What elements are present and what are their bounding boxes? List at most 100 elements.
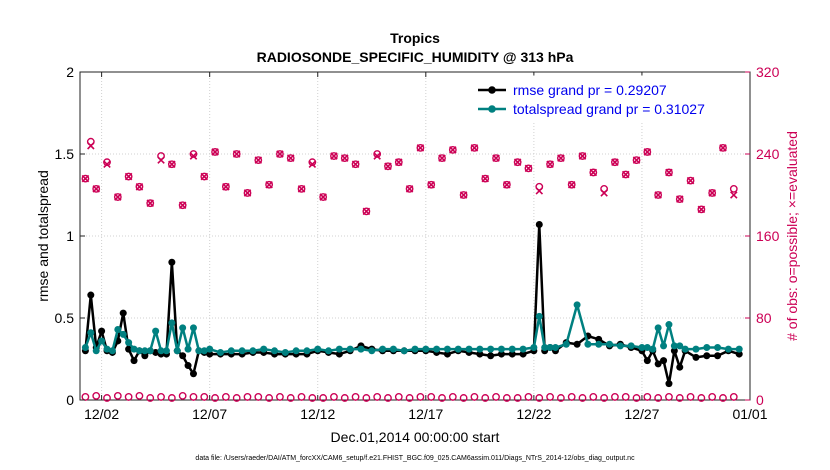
series-1-point xyxy=(670,342,678,350)
obs-evaluated-marker xyxy=(459,191,468,199)
series-1-point xyxy=(119,330,127,338)
series-0-point xyxy=(535,221,543,229)
obs-possible-marker xyxy=(567,393,576,401)
series-1-point xyxy=(87,329,95,337)
obs-evaluated-marker xyxy=(243,189,252,197)
obs-possible-marker xyxy=(243,393,252,401)
y-axis-label-left: rmse and totalspread xyxy=(35,170,51,302)
series-1-point xyxy=(216,348,224,356)
obs-possible-marker xyxy=(556,394,565,402)
obs-evaluated-marker xyxy=(146,199,155,207)
obs-possible-marker xyxy=(362,394,371,402)
obs-evaluated-marker xyxy=(87,142,95,150)
legend-spread-marker xyxy=(488,105,496,113)
obs-possible-marker xyxy=(578,152,587,160)
series-1-point xyxy=(206,345,214,353)
chart-subtitle: RADIOSONDE_SPECIFIC_HUMIDITY @ 313 hPa xyxy=(257,49,574,65)
legend-box xyxy=(469,75,743,123)
obs-possible-marker xyxy=(611,393,619,401)
series-1-point xyxy=(476,345,484,353)
y-axis-label-right: # of obs: o=possible; ×=evaluated xyxy=(784,131,800,341)
series-1-point xyxy=(487,345,495,353)
obs-possible-marker xyxy=(92,391,101,400)
obs-possible-marker xyxy=(124,172,133,181)
series-0-point xyxy=(714,352,722,360)
obs-possible-marker xyxy=(665,168,673,177)
obs-possible-marker xyxy=(686,176,695,185)
obs-evaluated-marker xyxy=(719,144,727,152)
obs-possible-marker xyxy=(535,394,544,402)
series-1-point xyxy=(541,344,549,352)
obs-possible-marker xyxy=(340,394,349,402)
series-1-point xyxy=(162,347,170,355)
obs-possible-marker xyxy=(675,394,684,402)
obs-possible-marker xyxy=(492,154,500,163)
series-1-point xyxy=(135,347,143,355)
series-1-point xyxy=(379,345,387,353)
y-tick-label-right: 320 xyxy=(756,64,780,80)
obs-possible-marker xyxy=(459,394,468,402)
obs-possible-marker xyxy=(189,150,198,158)
obs-possible-marker xyxy=(416,393,425,401)
obs-possible-marker xyxy=(81,174,90,183)
series-layer xyxy=(81,137,743,402)
series-1-point xyxy=(325,347,333,355)
obs-evaluated-marker xyxy=(611,158,619,166)
obs-possible-marker xyxy=(103,158,111,167)
obs-possible-marker xyxy=(578,394,587,402)
obs-possible-marker xyxy=(686,393,695,401)
obs-possible-marker xyxy=(448,145,457,154)
series-0-point xyxy=(476,350,484,358)
obs-evaluated-marker xyxy=(308,160,317,169)
series-0-point xyxy=(152,348,160,356)
x-tick-label: 12/27 xyxy=(624,406,659,422)
obs-possible-marker xyxy=(611,158,619,167)
obs-possible-marker xyxy=(189,393,198,401)
x-tick-label: 12/22 xyxy=(516,406,551,422)
obs-possible-marker xyxy=(621,393,630,401)
series-1-point xyxy=(703,344,711,352)
x-axis-label: Dec.01,2014 00:00:00 start xyxy=(331,429,500,445)
obs-possible-marker xyxy=(481,174,490,183)
obs-possible-marker xyxy=(427,393,436,401)
obs-possible-marker xyxy=(211,148,219,156)
series-1-point xyxy=(260,345,268,353)
obs-possible-marker xyxy=(384,162,392,171)
series-1-point xyxy=(168,319,176,327)
series-1-point xyxy=(184,345,192,353)
series-1-point xyxy=(227,347,235,355)
series-0-point xyxy=(654,360,662,368)
series-0-point xyxy=(141,352,149,360)
obs-evaluated-marker xyxy=(114,193,122,201)
x-tick-label: 12/02 xyxy=(84,406,119,422)
series-1-point xyxy=(400,347,408,355)
obs-evaluated-marker xyxy=(600,189,608,197)
obs-possible-marker xyxy=(232,150,241,158)
chart-title: Tropics xyxy=(390,30,440,46)
obs-evaluated-marker xyxy=(438,154,446,162)
series-1-point xyxy=(92,347,100,355)
obs-evaluated-marker xyxy=(557,154,565,162)
obs-evaluated-marker xyxy=(481,174,490,183)
x-tick-label: 12/07 xyxy=(192,406,227,422)
series-0-point xyxy=(87,291,95,299)
obs-possible-marker xyxy=(330,393,338,401)
obs-possible-marker xyxy=(146,394,155,402)
obs-possible-marker xyxy=(200,172,209,181)
obs-evaluated-marker xyxy=(200,172,209,181)
series-0-point xyxy=(487,352,495,360)
obs-possible-marker xyxy=(340,154,349,163)
obs-evaluated-marker xyxy=(276,150,284,158)
series-0-point xyxy=(519,350,527,358)
obs-possible-marker xyxy=(308,158,317,167)
series-1-point xyxy=(616,342,624,350)
obs-evaluated-marker xyxy=(427,180,435,189)
obs-possible-marker xyxy=(167,394,176,402)
legend-spread-label: totalspread grand pr = 0.31027 xyxy=(513,101,705,117)
obs-possible-marker xyxy=(502,180,511,189)
obs-possible-marker xyxy=(546,393,554,401)
obs-possible-marker xyxy=(276,150,284,158)
obs-possible-marker xyxy=(546,160,554,169)
series-1-point xyxy=(665,321,673,329)
obs-possible-marker xyxy=(265,394,274,402)
